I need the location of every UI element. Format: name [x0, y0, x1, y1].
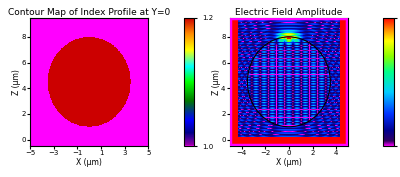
Y-axis label: Z (μm): Z (μm) [212, 69, 221, 95]
X-axis label: X (μm): X (μm) [276, 158, 302, 167]
Title: Contour Map of Index Profile at Y=0: Contour Map of Index Profile at Y=0 [8, 8, 170, 17]
X-axis label: X (μm): X (μm) [76, 158, 102, 167]
Title: Electric Field Amplitude: Electric Field Amplitude [235, 8, 342, 17]
Y-axis label: Z (μm): Z (μm) [12, 69, 21, 95]
